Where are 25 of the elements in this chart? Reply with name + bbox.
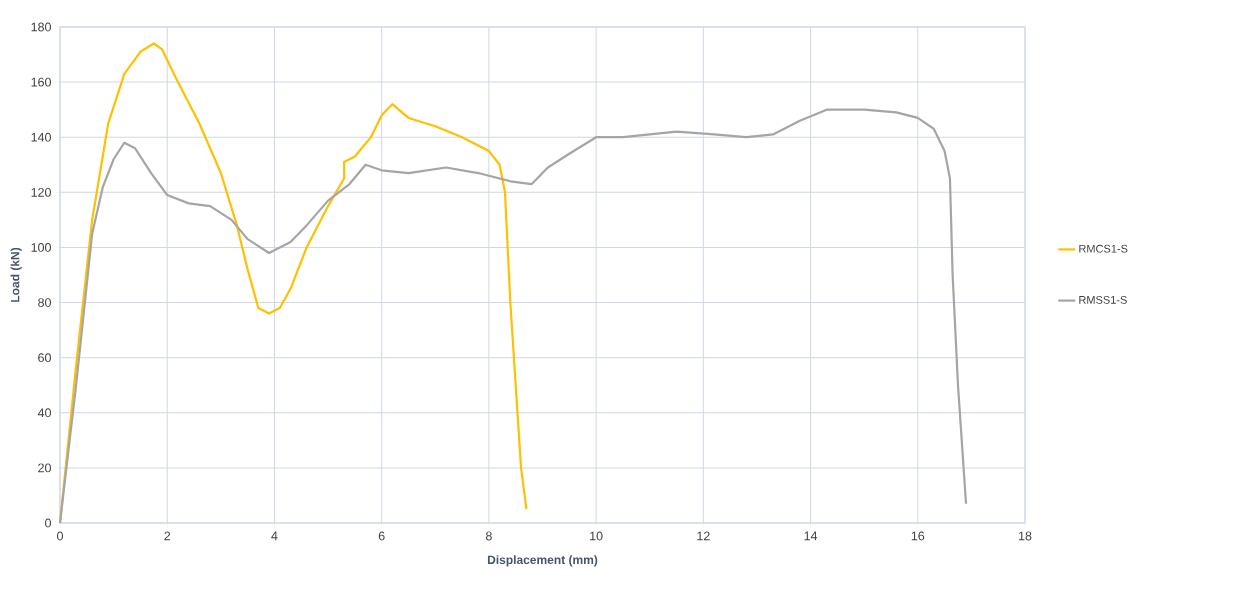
y-tick-label: 160 [31,77,51,87]
legend-label: RMSS1-S [1079,296,1127,304]
x-tick-label: 10 [590,531,603,541]
y-tick-label: 120 [31,187,51,197]
x-axis-title: Displacement (mm) [487,555,598,567]
y-tick-label: 140 [31,132,51,142]
x-tick-label: 8 [485,531,492,541]
x-tick-label: 14 [804,531,818,541]
x-tick-label: 6 [378,531,385,541]
y-tick-label: 80 [38,298,51,307]
x-tick-label: 4 [271,531,278,541]
x-tick-label: 0 [57,531,63,541]
y-tick-label: 0 [45,518,51,528]
x-tick-label: 16 [911,531,925,541]
x-tick-label: 18 [1019,531,1032,541]
y-tick-label: 40 [37,408,51,418]
y-axis-title: Load (kN) [10,247,22,302]
line-series [58,108,968,525]
y-tick-label: 20 [38,463,51,473]
y-tick-label: 60 [38,353,51,363]
x-tick-label: 2 [164,531,171,541]
x-tick-label: 12 [697,531,710,541]
legend-label: RMCS1-S [1079,244,1128,253]
y-tick-label: 180 [31,22,51,32]
y-tick-label: 100 [31,243,51,252]
